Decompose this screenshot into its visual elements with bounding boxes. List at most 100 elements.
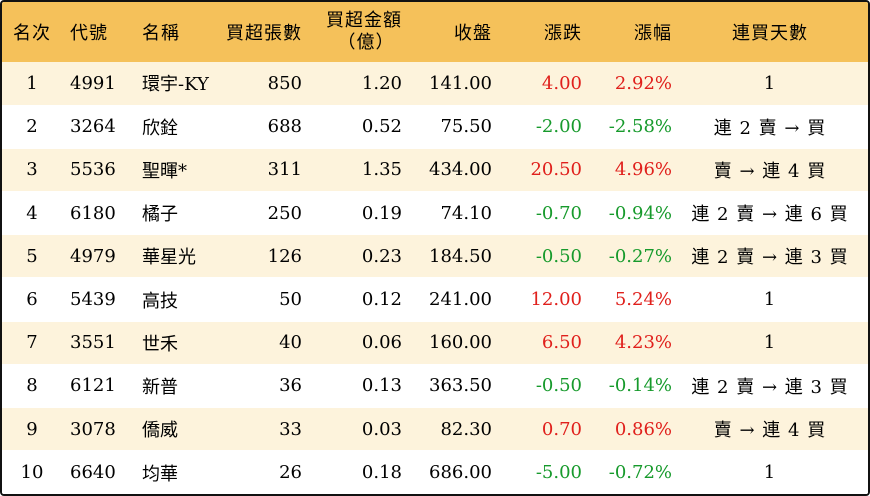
cell-code: 3078 <box>70 418 116 440</box>
cell-net-buy-amount: 0.23 <box>361 245 402 267</box>
cell-net-buy-amount: 1.35 <box>361 159 402 181</box>
cell-close: 363.50 <box>429 375 492 397</box>
cell-net-buy-lots: 250 <box>267 202 302 224</box>
header-net-buy-amount-line2: （億） <box>337 32 395 53</box>
cell-net-buy-amount: 0.03 <box>361 418 402 440</box>
cell-code: 3551 <box>70 332 116 354</box>
cell-close: 74.10 <box>440 202 492 224</box>
cell-buy-streak: 賣 → 連 4 買 <box>713 160 827 182</box>
cell-rank: 1 <box>26 72 38 94</box>
cell-buy-streak: 連 2 賣 → 連 3 買 <box>691 247 849 269</box>
cell-net-buy-lots: 126 <box>267 245 302 267</box>
cell-buy-streak: 1 <box>763 72 777 94</box>
cell-name: 高技 <box>142 290 178 312</box>
cell-net-buy-amount: 0.18 <box>361 462 402 484</box>
cell-name: 均華 <box>142 463 178 485</box>
cell-change-pct: 2.92% <box>614 72 672 94</box>
cell-buy-streak: 1 <box>763 289 777 311</box>
header-change-pct: 漲幅 <box>634 23 672 44</box>
cell-name: 僑威 <box>142 420 178 442</box>
cell-change-pct: -2.58% <box>608 116 672 138</box>
cell-change-pct: 4.96% <box>614 159 672 181</box>
cell-buy-streak: 賣 → 連 4 買 <box>713 420 827 442</box>
cell-net-buy-lots: 36 <box>279 375 302 397</box>
cell-close: 160.00 <box>429 332 492 354</box>
table-body: 1 4991 環宇-KY 850 1.20 141.00 4.00 2.92% 1 2 3264 欣銓… <box>2 62 868 494</box>
table-row: 10 6640 均華 26 0.18 686.00 -5.00 -0.72% 1 <box>2 450 868 494</box>
cell-buy-streak: 1 <box>763 462 777 484</box>
header-row: 名次 代號 名稱 買超張數 買超金額 （億） 收盤 漲跌 漲幅 連買天數 <box>2 2 868 62</box>
cell-change: 0.70 <box>541 418 582 440</box>
cell-name: 橘子 <box>142 204 178 226</box>
header-net-buy-amount: 買超金額 （億） <box>302 2 402 62</box>
cell-change: -5.00 <box>535 462 582 484</box>
header-code: 代號 <box>70 23 108 44</box>
cell-code: 5536 <box>70 159 116 181</box>
cell-name: 欣銓 <box>142 117 178 139</box>
cell-close: 75.50 <box>440 116 492 138</box>
cell-name: 環宇-KY <box>142 74 209 96</box>
table-row: 4 6180 橘子 250 0.19 74.10 -0.70 -0.94% 連 2 賣 → 連 … <box>2 191 868 235</box>
cell-code: 6640 <box>70 462 116 484</box>
cell-close: 184.50 <box>429 245 492 267</box>
cell-buy-streak: 連 2 賣 → 連 3 買 <box>691 376 849 398</box>
cell-net-buy-lots: 688 <box>267 116 302 138</box>
table-row: 9 3078 僑威 33 0.03 82.30 0.70 0.86% 賣 → 連 4 買 <box>2 407 868 451</box>
cell-change: -0.70 <box>535 202 582 224</box>
cell-rank: 6 <box>26 289 38 311</box>
header-net-buy-amount-line1: 買超金額 <box>326 10 402 31</box>
cell-change-pct: 0.86% <box>614 418 672 440</box>
cell-change: 4.00 <box>541 72 582 94</box>
cell-name: 聖暉* <box>142 160 187 182</box>
cell-net-buy-lots: 850 <box>267 72 302 94</box>
cell-net-buy-lots: 40 <box>279 332 302 354</box>
cell-change: 6.50 <box>541 332 582 354</box>
cell-net-buy-amount: 0.52 <box>361 116 402 138</box>
cell-change: 12.00 <box>530 289 582 311</box>
table-row: 8 6121 新普 36 0.13 363.50 -0.50 -0.14% 連 2 賣 → 連 … <box>2 364 868 408</box>
cell-change: -0.50 <box>535 375 582 397</box>
cell-net-buy-amount: 1.20 <box>361 72 402 94</box>
cell-code: 6121 <box>70 375 116 397</box>
cell-buy-streak: 連 2 賣 → 連 6 買 <box>691 204 849 226</box>
cell-buy-streak: 連 2 賣 → 買 <box>713 117 827 139</box>
cell-rank: 8 <box>26 375 38 397</box>
cell-change-pct: 5.24% <box>614 289 672 311</box>
cell-close: 434.00 <box>429 159 492 181</box>
cell-change-pct: -0.14% <box>608 375 672 397</box>
cell-change-pct: -0.27% <box>608 245 672 267</box>
cell-change-pct: -0.72% <box>608 462 672 484</box>
cell-rank: 5 <box>26 245 38 267</box>
table-row: 7 3551 世禾 40 0.06 160.00 6.50 4.23% 1 <box>2 321 868 365</box>
cell-change: -2.00 <box>535 116 582 138</box>
table-row: 2 3264 欣銓 688 0.52 75.50 -2.00 -2.58% 連 2 賣 → 買 <box>2 105 868 149</box>
cell-rank: 9 <box>26 418 38 440</box>
table-row: 1 4991 環宇-KY 850 1.20 141.00 4.00 2.92% 1 <box>2 62 868 106</box>
cell-rank: 3 <box>26 159 38 181</box>
cell-rank: 7 <box>26 332 38 354</box>
table-row: 6 5439 高技 50 0.12 241.00 12.00 5.24% 1 <box>2 277 868 322</box>
cell-change-pct: 4.23% <box>614 332 672 354</box>
cell-rank: 4 <box>26 202 38 224</box>
cell-code: 6180 <box>70 202 116 224</box>
header-rank: 名次 <box>13 23 51 44</box>
cell-rank: 2 <box>26 116 38 138</box>
table-row: 3 5536 聖暉* 311 1.35 434.00 20.50 4.96% 賣 → 連 4 買 <box>2 148 868 192</box>
cell-close: 82.30 <box>440 418 492 440</box>
cell-close: 686.00 <box>429 462 492 484</box>
cell-net-buy-amount: 0.06 <box>361 332 402 354</box>
header-buy-streak: 連買天數 <box>732 23 808 44</box>
cell-close: 141.00 <box>429 72 492 94</box>
cell-change: -0.50 <box>535 245 582 267</box>
table-row: 5 4979 華星光 126 0.23 184.50 -0.50 -0.27% 連 2 賣 → … <box>2 234 868 278</box>
cell-code: 4991 <box>70 72 116 94</box>
cell-net-buy-lots: 50 <box>279 289 302 311</box>
table-header: 名次 代號 名稱 買超張數 買超金額 （億） 收盤 漲跌 漲幅 連買天數 <box>2 2 868 62</box>
cell-net-buy-lots: 33 <box>279 418 302 440</box>
header-name: 名稱 <box>142 23 180 44</box>
cell-net-buy-amount: 0.12 <box>361 289 402 311</box>
header-close: 收盤 <box>454 23 492 44</box>
cell-code: 4979 <box>70 245 116 267</box>
